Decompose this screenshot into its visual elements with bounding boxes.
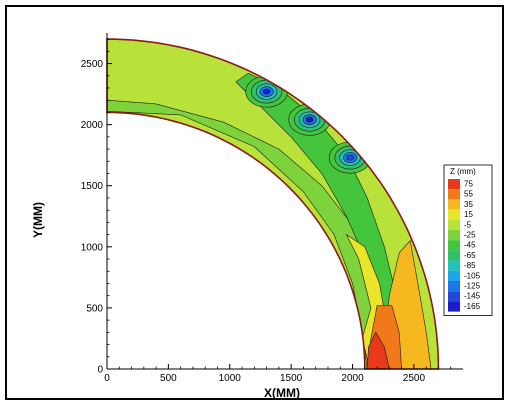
dep-1-contour-4 (262, 88, 271, 95)
legend-label: -105 (464, 271, 481, 280)
legend-label: -5 (464, 220, 472, 229)
x-tick-label: 2500 (403, 373, 426, 384)
y-tick-label: 0 (97, 365, 103, 376)
legend-label: 35 (464, 200, 473, 209)
y-tick-label: 2000 (81, 120, 104, 131)
region-bottom-red-zone (366, 331, 390, 369)
x-tick-label: 1000 (219, 373, 242, 384)
legend-label: -145 (464, 292, 481, 301)
legend-swatch (448, 230, 460, 241)
legend-swatch (448, 240, 460, 251)
legend-swatch (448, 250, 460, 261)
legend-swatch (448, 219, 460, 230)
x-tick-label: 2000 (341, 373, 364, 384)
x-tick-label: 1500 (280, 373, 303, 384)
y-tick-label: 1500 (81, 181, 104, 192)
y-tick-label: 1000 (81, 242, 104, 253)
annulus-fill (107, 39, 439, 369)
axes-layer: 0 500 1000 1500 2000 2500 0 500 1000 1500 2000 2500 (81, 33, 463, 384)
y-tick-label: 2500 (81, 59, 104, 70)
legend-label: 55 (464, 190, 473, 199)
legend-label: 75 (464, 180, 473, 189)
legend-title: Z (mm) (450, 167, 476, 176)
legend-label: -165 (464, 302, 481, 311)
legend-swatch (448, 189, 460, 200)
dep-3-contour-4 (346, 154, 354, 161)
plot-layer (106, 38, 440, 370)
x-axis-title: X(MM) (264, 386, 300, 400)
legend-label: -45 (464, 241, 476, 250)
x-tick-label: 0 (104, 373, 110, 384)
legend-swatch (448, 291, 460, 302)
y-tick-label: 500 (86, 303, 103, 314)
y-axis-title: Y(MM) (31, 202, 45, 238)
x-tick-label: 500 (160, 373, 177, 384)
legend-label: -65 (464, 251, 476, 260)
legend-swatch (448, 209, 460, 220)
legend-swatch (448, 270, 460, 281)
legend-label: -25 (464, 231, 476, 240)
legend-label: -125 (464, 282, 481, 291)
dep-2-contour-4 (305, 116, 314, 123)
legend-swatch (448, 281, 460, 292)
legend-swatch (448, 199, 460, 210)
legend-swatch (448, 179, 460, 190)
legend-swatch (448, 260, 460, 271)
legend-label: -85 (464, 261, 476, 270)
legend-swatch (448, 301, 460, 312)
legend-label: 15 (464, 210, 473, 219)
